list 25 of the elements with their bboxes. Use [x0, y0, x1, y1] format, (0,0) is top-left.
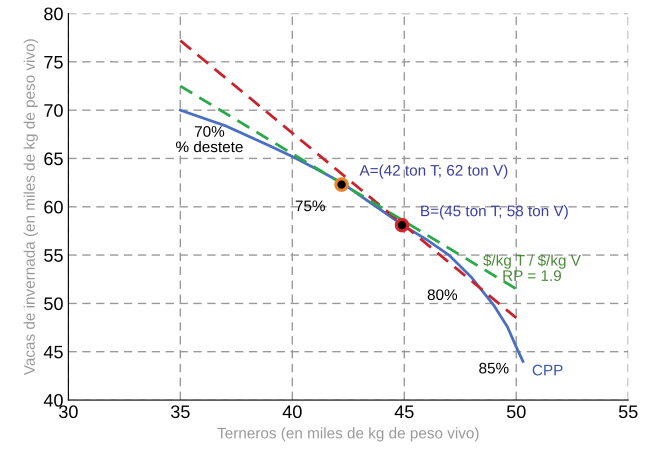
y-tick-label: 75 — [44, 56, 63, 69]
x-tick-label: 50 — [506, 405, 526, 418]
y-tick-label: 70 — [44, 104, 63, 117]
data-label: B=(45 ton T; 58 ton V) — [421, 205, 568, 220]
series-label: $/kg T / $/kg V RP = 1.9 — [483, 254, 581, 282]
x-tick-label: 45 — [394, 406, 414, 418]
series-label: CPP — [532, 364, 563, 376]
annotation: 70% % destete — [176, 126, 243, 152]
x-axis-title: Terneros (en miles de kg de peso vivo) — [217, 427, 479, 442]
y-tick-label: 55 — [44, 249, 63, 262]
data-label: A=(42 ton T; 62 ton V) — [360, 164, 508, 179]
x-tick-label: 40 — [282, 405, 302, 418]
y-axis-title: Vacas de invernada (en miles de kg de peso vivo) — [24, 39, 38, 376]
y-tick-label: 65 — [44, 152, 63, 166]
x-tick-label: 30 — [59, 405, 78, 418]
y-tick-label: 50 — [44, 297, 63, 310]
y-tick-label: 45 — [44, 346, 63, 358]
x-tick-label: 55 — [618, 406, 638, 418]
y-tick-label: 40 — [44, 394, 63, 407]
x-tick-label: 35 — [170, 405, 190, 418]
y-tick-label: 80 — [44, 7, 63, 20]
annotation: 75% — [296, 200, 325, 212]
annotation: 80% — [428, 289, 458, 300]
y-tick-label: 60 — [44, 200, 63, 214]
annotation: 85% — [479, 362, 509, 374]
